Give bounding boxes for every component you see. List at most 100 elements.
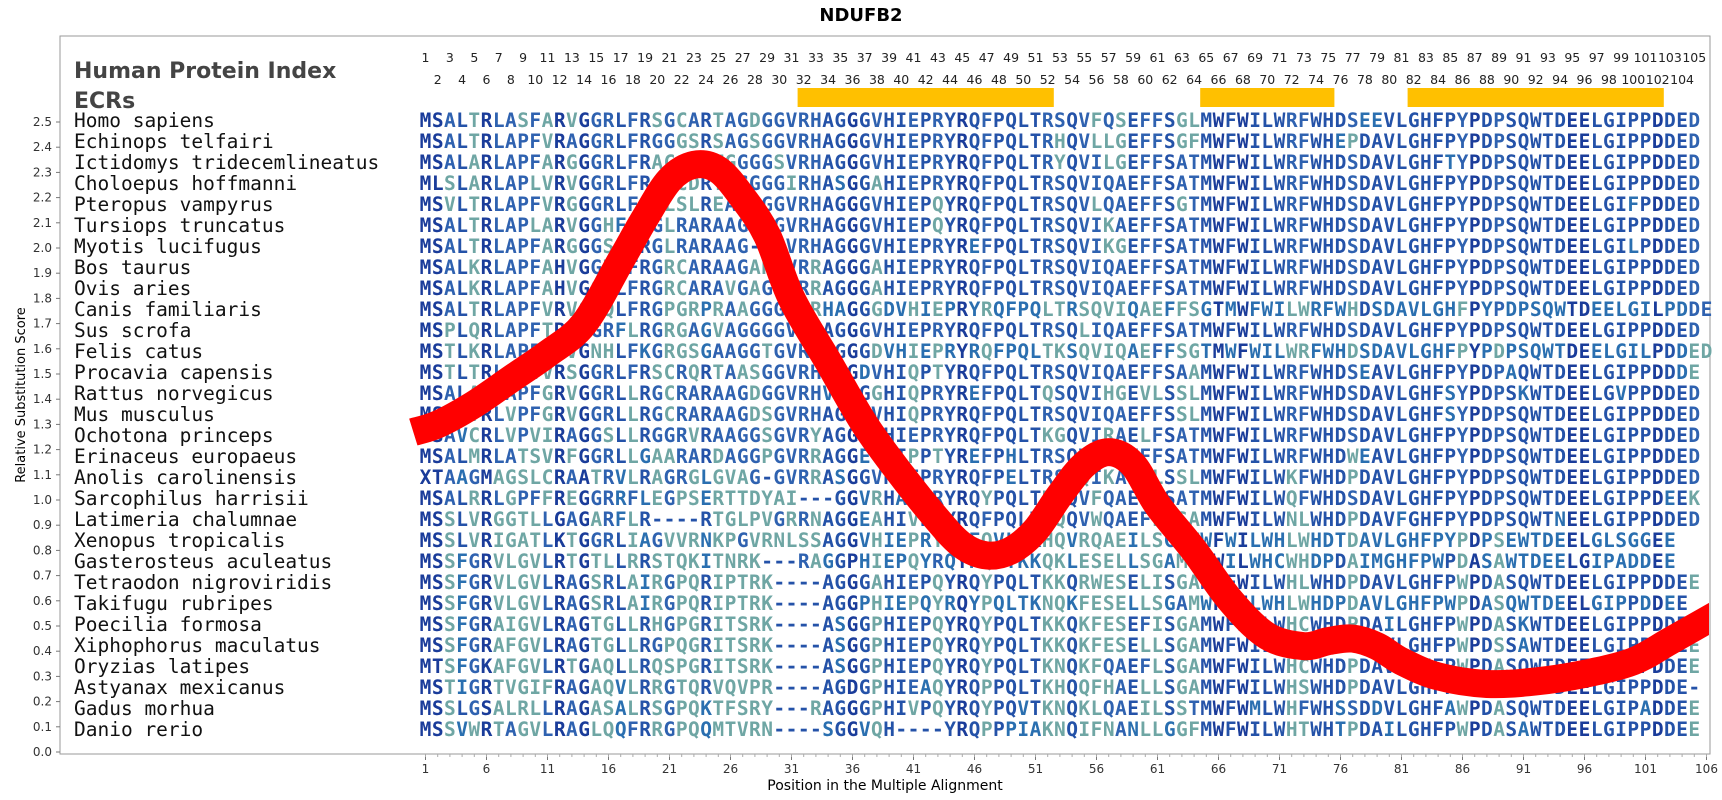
residue: W	[468, 718, 480, 741]
residue: I	[895, 403, 907, 426]
index-number: 52	[1040, 72, 1056, 87]
residue: D	[1481, 109, 1493, 132]
residue: Q	[603, 676, 615, 699]
residue: R	[700, 613, 712, 636]
residue: E	[1579, 424, 1591, 447]
residue: D	[1640, 550, 1652, 573]
residue: D	[1481, 424, 1493, 447]
residue: G	[651, 235, 663, 258]
residue: R	[676, 361, 688, 384]
residue: F	[627, 130, 639, 153]
residue: W	[1213, 613, 1225, 636]
residue: G	[578, 676, 590, 699]
residue: Y	[1457, 151, 1469, 174]
residue: I	[895, 613, 907, 636]
residue: I	[1249, 676, 1261, 699]
residue: I	[895, 655, 907, 678]
residue: S	[749, 361, 761, 384]
residue: H	[1322, 130, 1334, 153]
residue: G	[1176, 109, 1188, 132]
residue: E	[1688, 655, 1700, 678]
residue: Q	[908, 382, 920, 405]
residue: T	[1030, 487, 1042, 510]
residue: A	[725, 403, 737, 426]
residue: P	[1627, 697, 1639, 720]
index-number: 45	[954, 50, 970, 65]
residue: P	[517, 277, 529, 300]
residue: G	[578, 634, 590, 657]
residue: V	[664, 529, 676, 552]
residue: Q	[1066, 676, 1078, 699]
residue: T	[761, 340, 773, 363]
residue: A	[615, 697, 627, 720]
residue: G	[517, 592, 529, 615]
residue: L	[456, 298, 468, 321]
residue: G	[834, 193, 846, 216]
residue: F	[1432, 718, 1444, 741]
residue: I	[1091, 361, 1103, 384]
residue: P	[664, 298, 676, 321]
residue: Q	[1066, 697, 1078, 720]
residue: R	[1286, 109, 1298, 132]
residue: V	[1078, 382, 1090, 405]
residue: H	[603, 214, 615, 237]
residue: P	[1005, 340, 1017, 363]
residue: W	[1444, 592, 1456, 615]
residue: R	[688, 298, 700, 321]
residue: K	[1078, 697, 1090, 720]
residue: P	[1627, 508, 1639, 531]
residue: W	[1530, 508, 1542, 531]
residue: T	[712, 550, 724, 573]
residue: R	[554, 487, 566, 510]
residue: E	[1579, 718, 1591, 741]
residue: F	[1139, 613, 1151, 636]
residue: W	[1310, 319, 1322, 342]
residue: E	[883, 550, 895, 573]
residue: S	[1505, 130, 1517, 153]
residue: S	[1347, 151, 1359, 174]
residue: H	[1420, 361, 1432, 384]
index-number: 66	[1211, 72, 1227, 87]
residue: R	[798, 361, 810, 384]
residue: W	[1200, 592, 1212, 615]
residue: R	[956, 193, 968, 216]
residue: A	[493, 613, 505, 636]
residue: D	[1335, 403, 1347, 426]
residue: S	[737, 655, 749, 678]
residue: L	[456, 340, 468, 363]
residue: P	[517, 487, 529, 510]
residue: V	[712, 319, 724, 342]
index-number: 82	[1406, 72, 1422, 87]
residue: S	[1115, 634, 1127, 657]
residue: H	[1322, 655, 1334, 678]
residue: V	[566, 256, 578, 279]
residue: A	[1115, 172, 1127, 195]
residue: W	[1530, 319, 1542, 342]
residue: G	[834, 487, 846, 510]
residue: L	[615, 634, 627, 657]
residue: R	[871, 487, 883, 510]
residue: G	[859, 466, 871, 489]
residue: G	[859, 277, 871, 300]
residue: E	[1566, 277, 1578, 300]
residue: L	[1017, 361, 1029, 384]
residue: -	[773, 718, 785, 741]
residue: F	[456, 634, 468, 657]
residue: A	[822, 466, 834, 489]
residue: T	[590, 550, 602, 573]
residue: A	[505, 151, 517, 174]
residue: E	[1676, 319, 1688, 342]
residue: G	[773, 130, 785, 153]
residue: S	[432, 697, 444, 720]
residue: R	[761, 529, 773, 552]
residue: D	[688, 172, 700, 195]
residue: R	[639, 466, 651, 489]
residue: G	[847, 697, 859, 720]
residue: G	[1054, 424, 1066, 447]
residue: C	[1274, 550, 1286, 573]
residue: S	[590, 592, 602, 615]
residue: Q	[1005, 172, 1017, 195]
residue: R	[737, 550, 749, 573]
residue: S	[432, 529, 444, 552]
residue: E	[1566, 256, 1578, 279]
